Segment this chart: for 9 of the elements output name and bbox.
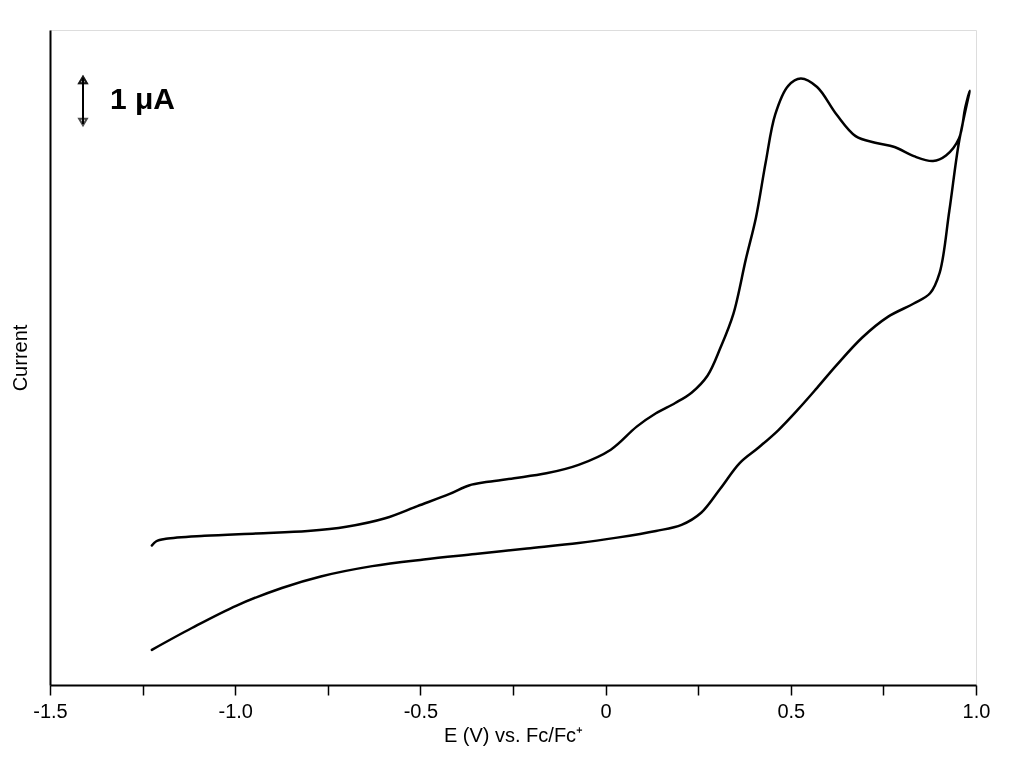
- x-tick-label: 0: [600, 699, 612, 722]
- x-tick-label: 1.0: [962, 699, 991, 722]
- x-tick-label: 0.5: [777, 699, 806, 722]
- annotation: 1 μA: [110, 82, 176, 115]
- y-axis-title: Current: [8, 324, 31, 392]
- x-tick-label: -1.0: [218, 699, 253, 722]
- x-tick-label: -0.5: [403, 699, 439, 722]
- x-tick-label: -1.5: [33, 699, 68, 722]
- x-axis-title: E (V) vs. Fc/Fc⁺: [443, 723, 584, 746]
